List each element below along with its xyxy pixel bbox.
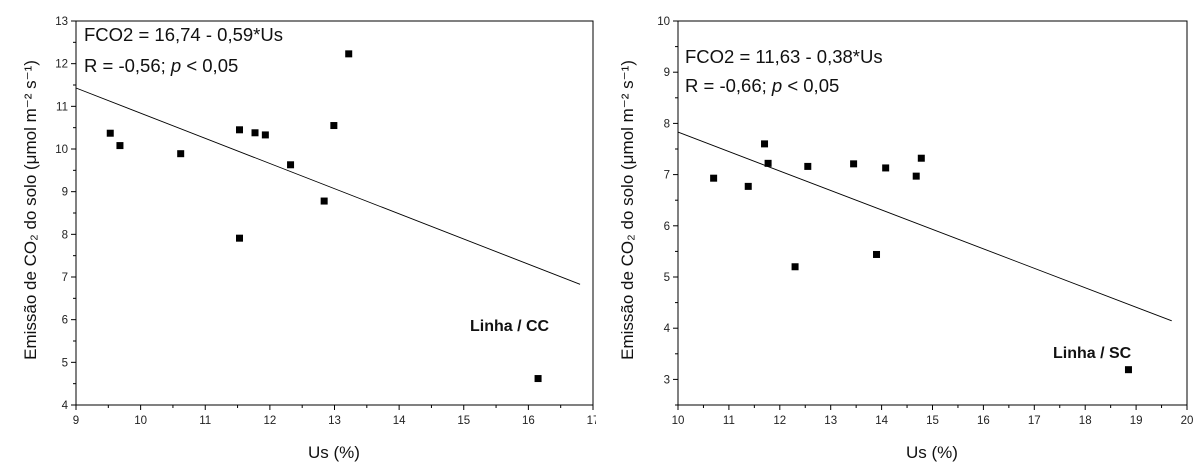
x-tick-label: 18	[1079, 415, 1092, 427]
data-point	[744, 182, 752, 190]
data-point	[251, 129, 259, 137]
x-tick-label: 11	[723, 415, 735, 427]
data-point	[106, 129, 114, 137]
data-point	[1124, 366, 1132, 374]
y-tick-label: 13	[55, 16, 68, 28]
data-point	[710, 174, 718, 182]
data-point	[850, 160, 858, 168]
chart-left: 9 10 11 12 13 14 15 16 17 4 5 6 7 8 9 10 11 12 13 FCO2 = 1…	[0, 0, 596, 465]
data-point	[882, 164, 890, 172]
y-tick-label: 9	[62, 187, 68, 199]
correlation-label: R = -0,56; p < 0,05	[84, 55, 238, 76]
regression-line	[75, 87, 581, 285]
data-point	[261, 131, 269, 139]
data-point	[804, 162, 812, 170]
y-tick-label: 4	[664, 323, 671, 335]
regression-line	[677, 131, 1172, 322]
data-point	[917, 154, 925, 162]
y-tick-label: 7	[62, 272, 68, 284]
data-point	[873, 250, 881, 258]
y-axis-title: Emissão de CO₂ do solo (μmol m⁻² s⁻¹)	[618, 60, 637, 360]
chart-left-svg: 9 10 11 12 13 14 15 16 17 4 5 6 7 8 9 10 11 12 13 FCO2 = 1…	[21, 16, 596, 462]
x-tick-label: 11	[199, 415, 211, 427]
series-tag: Linha / SC	[1053, 345, 1132, 362]
y-tick-label: 8	[664, 118, 670, 130]
x-tick-label: 15	[926, 415, 939, 427]
x-tick-label: 12	[263, 415, 276, 427]
data-point	[345, 50, 353, 58]
x-tick-label: 10	[672, 415, 685, 427]
y-tick-label: 5	[664, 272, 670, 284]
data-point	[236, 234, 244, 242]
y-tick-label: 4	[62, 400, 69, 412]
data-point	[912, 172, 920, 180]
chart-right-svg: 10 11 12 13 14 15 16 17 18 19 20 3 4 5 6 7 8 9 10 FCO2 = 1…	[618, 16, 1193, 462]
data-point	[320, 197, 328, 205]
data-point	[116, 142, 124, 150]
y-tick-label: 8	[62, 229, 68, 241]
y-tick-label: 12	[55, 59, 68, 71]
plot-frame	[75, 20, 594, 406]
data-point	[330, 122, 338, 130]
x-tick-label: 13	[824, 415, 837, 427]
data-point	[764, 159, 772, 167]
y-tick-label: 10	[657, 16, 670, 28]
x-axis-title: Us (%)	[308, 443, 360, 462]
y-axis-title: Emissão de CO₂ do solo (μmol m⁻² s⁻¹)	[21, 60, 40, 360]
x-axis-title: Us (%)	[906, 443, 958, 462]
x-tick-label: 20	[1181, 415, 1193, 427]
x-tick-label: 14	[393, 415, 406, 427]
x-tick-label: 13	[328, 415, 341, 427]
data-point	[791, 263, 799, 271]
y-tick-label: 6	[62, 315, 68, 327]
regression-equation: FCO2 = 11,63 - 0,38*Us	[685, 46, 883, 67]
x-tick-label: 17	[587, 415, 596, 427]
y-tick-label: 6	[664, 221, 670, 233]
data-point	[177, 150, 185, 158]
data-point	[761, 140, 769, 148]
y-tick-label: 7	[664, 170, 670, 182]
x-tick-label: 15	[457, 415, 470, 427]
data-point	[287, 161, 295, 169]
y-tick-label: 11	[56, 101, 68, 113]
x-tick-label: 16	[522, 415, 535, 427]
correlation-label: R = -0,66; p < 0,05	[685, 75, 839, 96]
y-tick-label: 3	[664, 374, 670, 386]
x-tick-label: 14	[875, 415, 888, 427]
y-tick-label: 5	[62, 357, 68, 369]
data-point	[236, 126, 244, 134]
x-tick-label: 19	[1130, 415, 1143, 427]
x-tick-label: 9	[73, 415, 79, 427]
data-point	[534, 375, 542, 383]
x-tick-label: 17	[1028, 415, 1041, 427]
series-tag: Linha / CC	[470, 318, 550, 335]
x-tick-label: 10	[134, 415, 147, 427]
y-tick-label: 9	[664, 67, 670, 79]
regression-equation: FCO2 = 16,74 - 0,59*Us	[84, 24, 283, 45]
y-tick-label: 10	[55, 144, 68, 156]
chart-right: 10 11 12 13 14 15 16 17 18 19 20 3 4 5 6 7 8 9 10 FCO2 = 1…	[597, 0, 1193, 465]
x-tick-label: 16	[977, 415, 990, 427]
x-tick-label: 12	[773, 415, 786, 427]
